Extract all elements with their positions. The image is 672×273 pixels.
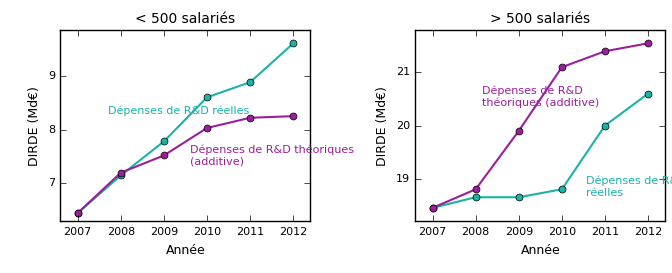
Title: < 500 salariés: < 500 salariés — [135, 12, 235, 26]
X-axis label: Année: Année — [165, 244, 206, 257]
Y-axis label: DIRDE (Md€): DIRDE (Md€) — [376, 86, 388, 165]
Title: > 500 salariés: > 500 salariés — [491, 12, 591, 26]
Text: Dépenses de R&D
théoriques (additive): Dépenses de R&D théoriques (additive) — [482, 85, 599, 108]
Text: Dépenses de R&D théoriques
(additive): Dépenses de R&D théoriques (additive) — [190, 144, 353, 167]
Y-axis label: DIRDE (Md€): DIRDE (Md€) — [28, 86, 41, 165]
Text: Dépenses de R&D
réelles: Dépenses de R&D réelles — [585, 176, 672, 198]
X-axis label: Année: Année — [520, 244, 560, 257]
Text: Dépenses de R&D réelles: Dépenses de R&D réelles — [108, 106, 249, 116]
